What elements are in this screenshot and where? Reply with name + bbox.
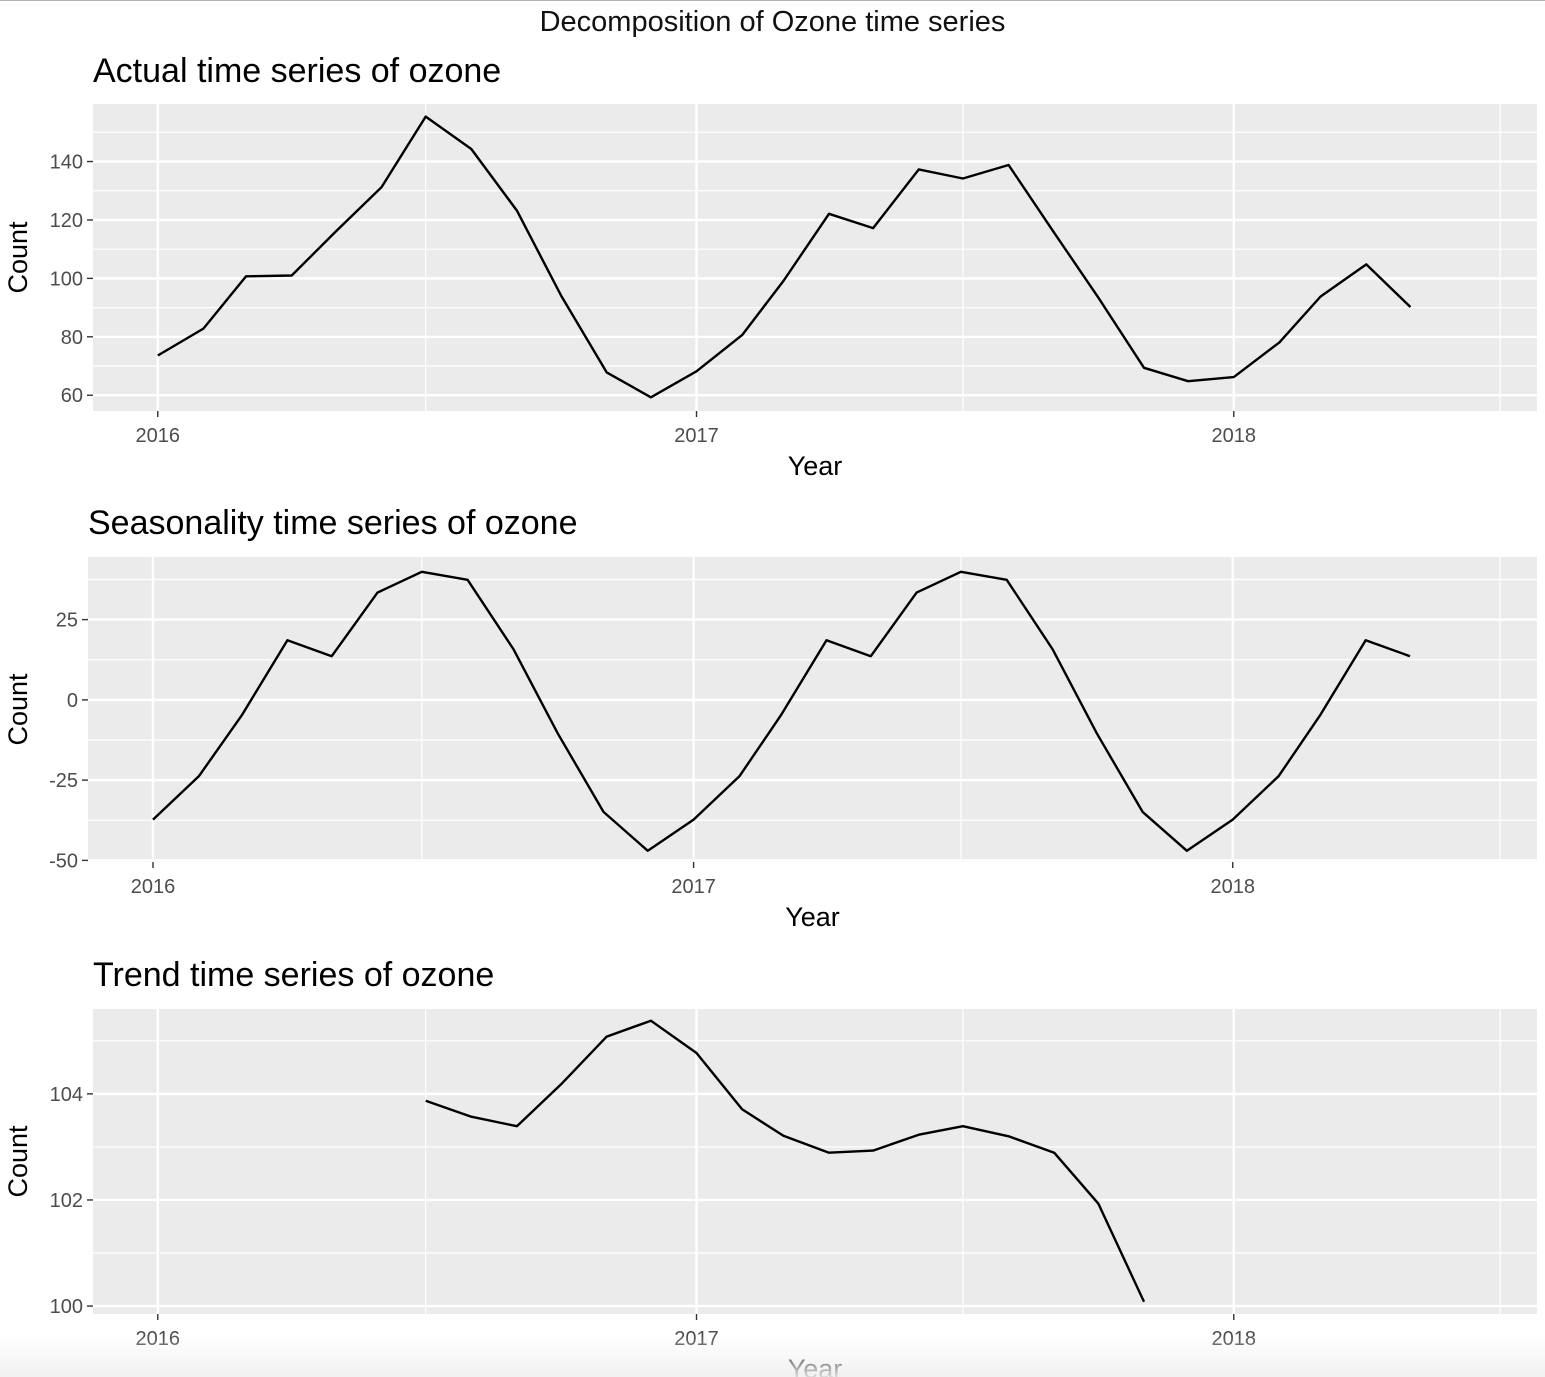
y-axis-title: Count: [3, 221, 33, 294]
series-line: [152, 570, 1411, 852]
x-tick-label: 2017: [674, 1328, 719, 1350]
y-axis-title: Count: [3, 673, 33, 746]
y-tick-label: 104: [50, 1084, 83, 1106]
page-title: Decomposition of Ozone time series: [539, 6, 1006, 38]
y-tick-label: 0: [67, 690, 78, 712]
panel-title-seasonality: Seasonality time series of ozone: [88, 504, 578, 542]
x-axis-title: Year: [785, 902, 840, 932]
y-tick-label: 120: [50, 210, 83, 232]
x-tick-label: 2018: [1210, 876, 1255, 898]
x-axis-title: Year: [788, 1354, 843, 1377]
chart-actual: 60 80 100 120 140 2016 2017 2018 Year Count: [3, 104, 1537, 481]
y-tick-label: -50: [49, 850, 78, 872]
x-tick-label: 2016: [136, 1328, 181, 1350]
y-tick-label: 100: [50, 1296, 83, 1318]
x-tick-label: 2016: [136, 425, 181, 447]
panel-background: [88, 557, 1537, 862]
chart-trend: 100 102 104 2016 2017 2018 Year Count: [3, 1009, 1537, 1377]
series-line: [425, 1019, 1146, 1303]
x-tick-label: 2017: [671, 876, 716, 898]
x-tick-label: 2018: [1212, 1328, 1257, 1350]
y-tick-label: -25: [49, 770, 78, 792]
chart-seasonality: -50 -25 0 25 2016 2017 2018 Year Count: [3, 557, 1537, 932]
y-tick-label: 102: [50, 1190, 83, 1212]
panel-title-actual: Actual time series of ozone: [93, 52, 502, 90]
y-tick-label: 60: [61, 385, 83, 407]
panel-background: [93, 104, 1537, 411]
y-tick-label: 140: [50, 152, 83, 174]
x-tick-label: 2018: [1212, 425, 1257, 447]
x-tick-label: 2016: [131, 876, 176, 898]
panel-title-trend: Trend time series of ozone: [93, 956, 495, 994]
y-axis-title: Count: [3, 1125, 33, 1198]
x-axis-title: Year: [788, 451, 843, 481]
x-tick-label: 2017: [674, 425, 719, 447]
y-tick-label: 25: [56, 610, 78, 632]
y-tick-label: 80: [61, 327, 83, 349]
top-border: [0, 0, 1545, 1]
series-line: [157, 115, 1412, 399]
y-tick-label: 100: [50, 268, 83, 290]
panel-background: [93, 1009, 1537, 1314]
